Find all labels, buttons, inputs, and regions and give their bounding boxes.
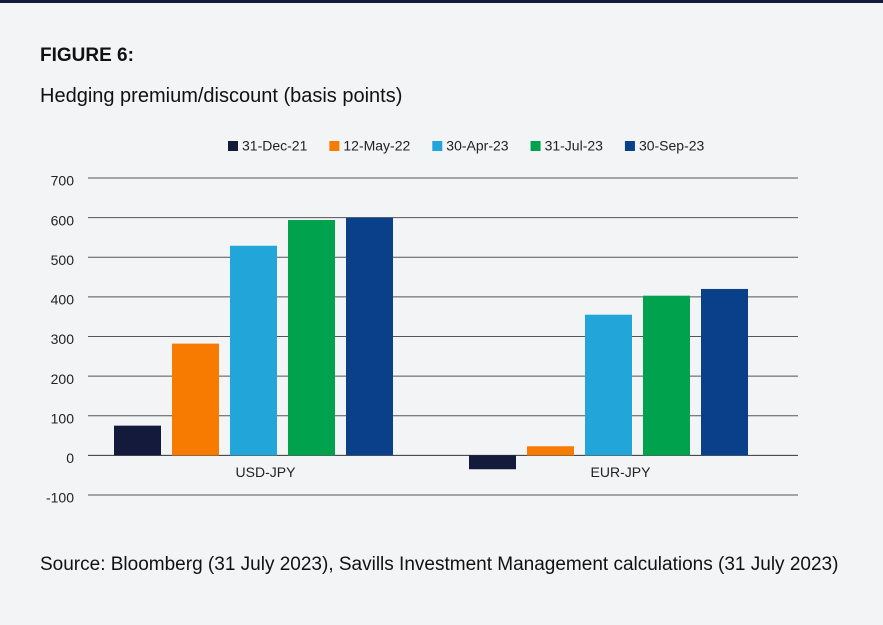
legend-label: 30-Apr-23 bbox=[446, 138, 508, 154]
y-tick-label: 200 bbox=[51, 371, 75, 387]
legend-swatch bbox=[228, 141, 238, 151]
chart-title: FIGURE 6: bbox=[40, 45, 134, 66]
source-note: Source: Bloomberg (31 July 2023), Savill… bbox=[40, 554, 839, 575]
bar bbox=[346, 217, 393, 456]
y-tick-label: 600 bbox=[51, 212, 75, 228]
bar bbox=[469, 455, 516, 470]
y-tick-label: 500 bbox=[51, 252, 75, 268]
chart-subtitle: Hedging premium/discount (basis points) bbox=[40, 85, 403, 107]
legend-label: 31-Dec-21 bbox=[242, 138, 308, 154]
bar bbox=[288, 220, 335, 456]
y-tick-label: -100 bbox=[46, 490, 74, 506]
y-tick-label: 100 bbox=[51, 410, 75, 426]
y-tick-label: 400 bbox=[51, 292, 75, 308]
bar bbox=[172, 343, 219, 456]
y-tick-label: 0 bbox=[66, 450, 74, 466]
legend-label: 31-Jul-23 bbox=[545, 138, 604, 154]
bar bbox=[585, 314, 632, 456]
x-tick-label: USD-JPY bbox=[236, 464, 297, 480]
legend-swatch bbox=[530, 141, 541, 151]
legend-swatch bbox=[624, 141, 635, 151]
bar bbox=[230, 245, 277, 456]
bar bbox=[114, 425, 161, 456]
legend-swatch bbox=[432, 141, 443, 151]
y-tick-label: 700 bbox=[51, 173, 75, 189]
bar bbox=[527, 446, 574, 456]
bar bbox=[643, 295, 690, 456]
x-tick-label: EUR-JPY bbox=[591, 464, 652, 480]
bar bbox=[701, 288, 748, 456]
legend-swatch bbox=[329, 141, 340, 151]
chart: -100 0 100 200 300 400 500 600 700 USD-JPY EUR-JPY… bbox=[46, 138, 798, 506]
legend-label: 30-Sep-23 bbox=[639, 138, 705, 154]
y-tick-label: 300 bbox=[51, 331, 75, 347]
legend-label: 12-May-22 bbox=[343, 138, 410, 154]
